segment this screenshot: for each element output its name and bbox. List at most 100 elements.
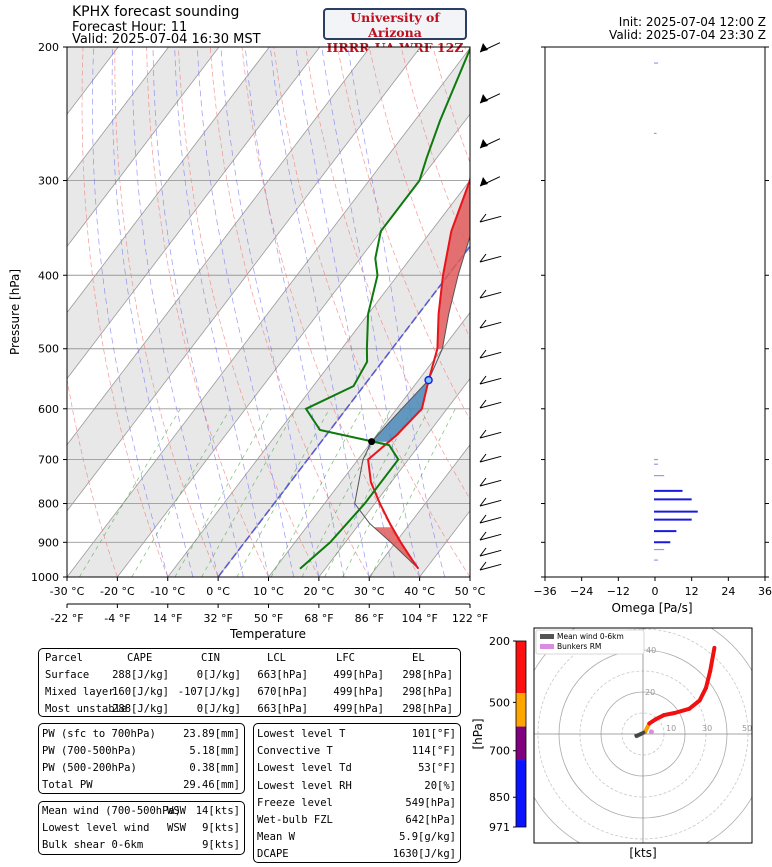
wind-barb <box>479 453 502 463</box>
omega-x-tick-label: 24 <box>721 585 735 598</box>
init-time-block: Init: 2025-07-04 12:00 Z Valid: 2025-07-… <box>609 16 766 42</box>
barb-shaft <box>479 516 502 524</box>
parcel-value: 298[hPa] <box>402 703 453 715</box>
mixing-ratio-line <box>131 408 231 577</box>
hodo-segment <box>687 698 702 711</box>
wind-barb <box>479 176 501 187</box>
parcel-value: 663[hPa] <box>257 703 308 715</box>
level-label: Mean W <box>257 831 295 844</box>
bunkers-rm-marker <box>648 729 654 735</box>
wind-barb <box>479 477 502 487</box>
level-row: Freeze level 549[hPa] <box>254 794 460 812</box>
pw-row: PW (700-500hPa) 5.18[mm] <box>39 742 244 760</box>
parcel-value: 670[hPa] <box>257 686 308 698</box>
parcel-name: Most unstable <box>45 703 128 715</box>
x-tick-label-c: 50 °C <box>455 585 486 598</box>
moist-adiabat <box>92 47 169 577</box>
wind-row: Mean wind (700-500hPa) WSW 14[kts] <box>39 802 244 820</box>
x-tick-label-c: 10 °C <box>253 585 284 598</box>
pw-label: Total PW <box>42 779 93 791</box>
parcel-value: 0[J/kg] <box>196 669 241 681</box>
barb-feather <box>479 561 487 571</box>
level-value: 53[°F] <box>418 762 456 775</box>
barb-shaft <box>479 533 502 541</box>
init-time: Init: 2025-07-04 12:00 Z <box>618 15 766 29</box>
x-tick-label-f: -4 °F <box>104 612 130 625</box>
hodo-ring-label: 10 <box>666 724 676 733</box>
parcel-row: Mixed layer 160[J/kg] -107[J/kg] 670[hPa] 49… <box>39 683 460 701</box>
wind-barb <box>479 514 502 524</box>
parcel-value: 288[J/kg] <box>112 669 169 681</box>
omega-frame <box>544 46 766 578</box>
colorbar-tick-label: 200 <box>489 635 510 648</box>
x-tick-label-c: 40 °C <box>404 585 435 598</box>
parcel-value: 0[J/kg] <box>196 703 241 715</box>
barb-feather <box>479 514 487 524</box>
moist-adiabat <box>131 47 219 577</box>
barb-feather <box>479 531 487 541</box>
dry-adiabat <box>114 47 219 577</box>
omega-x-tick-label: 36 <box>758 585 772 598</box>
moist-adiabat <box>111 47 194 577</box>
temperature-trace <box>367 174 470 570</box>
pw-value: 0.38[mm] <box>189 762 240 774</box>
isotherm-line <box>67 47 470 577</box>
x-tick-label-c: 30 °C <box>354 585 385 598</box>
barb-feather <box>479 349 487 359</box>
wind-barb <box>479 531 502 541</box>
y-tick-label: 300 <box>38 175 59 188</box>
colorbar-tick-label: 500 <box>489 696 510 709</box>
omega-xlabel: Omega [Pa/s] <box>611 601 692 615</box>
mixing-ratio-line <box>236 408 330 577</box>
dry-adiabat <box>209 47 370 577</box>
barb-feather <box>479 399 487 409</box>
moist-adiabat <box>152 47 244 577</box>
barb-shaft <box>479 563 502 571</box>
colorbar-tick-label: 971 <box>489 821 510 834</box>
pw-label: PW (sfc to 700hPa) <box>42 728 156 740</box>
isotherm-line <box>318 378 470 577</box>
valid-utc: Valid: 2025-07-04 23:30 Z <box>609 28 766 42</box>
moist-adiabat <box>197 47 295 577</box>
hodo-ring-label: 20 <box>645 688 655 697</box>
wind-barbs <box>479 42 502 571</box>
wind-speed: 9[kts] <box>202 839 240 851</box>
parcel-value: 663[hPa] <box>257 669 308 681</box>
wind-direction: WSW <box>167 805 186 817</box>
wind-label: Bulk shear 0-6km <box>42 839 144 851</box>
y-tick-label: 200 <box>38 41 59 54</box>
level-label: Wet-bulb FZL <box>257 814 333 826</box>
colorbar-segment <box>516 693 526 727</box>
level-label: Lowest level T <box>257 728 346 740</box>
pw-row: Total PW 29.46[mm] <box>39 776 244 794</box>
y-tick-label: 700 <box>38 454 59 467</box>
hodo-segment <box>672 706 692 715</box>
zero-isotherm <box>217 245 470 577</box>
wind-row: Lowest level wind WSW 9[kts] <box>39 819 244 837</box>
pw-value: 23.89[mm] <box>183 728 240 740</box>
dry-adiabat <box>67 377 118 577</box>
isotherm-line <box>368 444 470 577</box>
cape-shade-upper <box>437 186 470 349</box>
skewt-background <box>67 47 470 577</box>
omega-bars <box>654 62 698 561</box>
omega-x-tick-label: −24 <box>570 585 593 598</box>
wind-table: Mean wind (700-500hPa) WSW 14[kts] Lowest l… <box>38 801 245 855</box>
parcel-header: LFC <box>336 652 355 664</box>
mixing-ratio-line <box>270 408 363 577</box>
sounding-title: KPHX forecast sounding <box>72 4 240 20</box>
barb-shaft <box>479 401 502 409</box>
mixing-ratio-line <box>370 408 456 577</box>
parcel-header-row: Parcel CAPE CIN LCL LFC EL <box>39 649 460 667</box>
dry-adiabat <box>81 47 169 577</box>
dry-adiabat <box>432 47 470 164</box>
mixing-ratio-line <box>201 408 297 577</box>
level-value: 20[%] <box>424 779 456 792</box>
parcel-header: EL <box>412 652 425 664</box>
valid-local: Valid: 2025-07-04 16:30 MST <box>72 32 261 47</box>
wind-barb <box>479 319 502 329</box>
barb-feather <box>479 547 487 557</box>
wind-row: Bulk shear 0-6km 9[kts] <box>39 836 244 854</box>
x-tick-label-c: -10 °C <box>150 585 185 598</box>
wind-barb <box>479 547 502 557</box>
